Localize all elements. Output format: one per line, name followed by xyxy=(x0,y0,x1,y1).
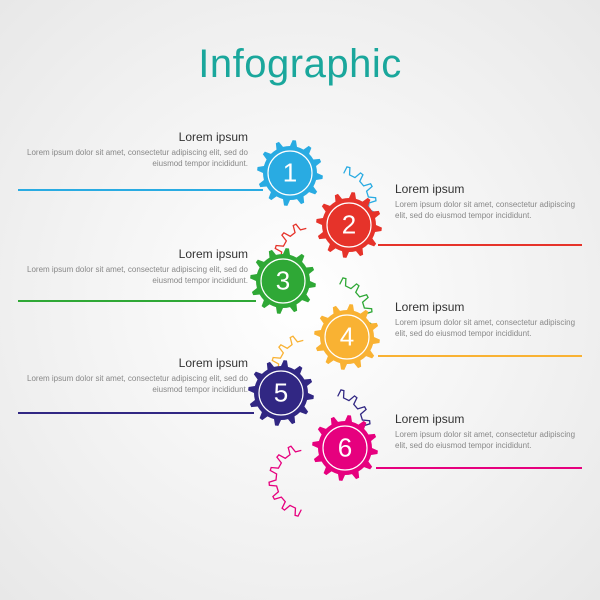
step-4-text: Lorem ipsum Lorem ipsum dolor sit amet, … xyxy=(395,300,580,340)
step-2-heading: Lorem ipsum xyxy=(395,182,580,196)
step-2-underline xyxy=(378,244,582,246)
step-5-heading: Lorem ipsum xyxy=(18,356,248,370)
step-3-gear-icon: 3 xyxy=(248,246,318,316)
step-4-body: Lorem ipsum dolor sit amet, consectetur … xyxy=(395,318,580,340)
step-2-number: 2 xyxy=(342,210,356,241)
step-4-gear-icon: 4 xyxy=(312,302,382,372)
step-3-number: 3 xyxy=(276,266,290,297)
step-2-body: Lorem ipsum dolor sit amet, consectetur … xyxy=(395,200,580,222)
step-4-underline xyxy=(378,355,582,357)
step-6-text: Lorem ipsum Lorem ipsum dolor sit amet, … xyxy=(395,412,580,452)
step-5-text: Lorem ipsum Lorem ipsum dolor sit amet, … xyxy=(18,356,248,396)
step-5-body: Lorem ipsum dolor sit amet, consectetur … xyxy=(18,374,248,396)
step-1-heading: Lorem ipsum xyxy=(18,130,248,144)
step-6-heading: Lorem ipsum xyxy=(395,412,580,426)
step-1-text: Lorem ipsum Lorem ipsum dolor sit amet, … xyxy=(18,130,248,170)
step-4-number: 4 xyxy=(340,322,354,353)
step-5-number: 5 xyxy=(274,378,288,409)
step-6-underline xyxy=(376,467,582,469)
page-title: Infographic xyxy=(198,42,401,87)
step-1-underline xyxy=(18,189,263,191)
step-2-text: Lorem ipsum Lorem ipsum dolor sit amet, … xyxy=(395,182,580,222)
step-3-heading: Lorem ipsum xyxy=(18,247,248,261)
step-6-number: 6 xyxy=(338,433,352,464)
step-5-gear-icon: 5 xyxy=(246,358,316,428)
step-1-number: 1 xyxy=(283,158,297,189)
step-6-gear-icon: 6 xyxy=(310,413,380,483)
step-3-body: Lorem ipsum dolor sit amet, consectetur … xyxy=(18,265,248,287)
step-4-heading: Lorem ipsum xyxy=(395,300,580,314)
step-1-body: Lorem ipsum dolor sit amet, consectetur … xyxy=(18,148,248,170)
step-6-body: Lorem ipsum dolor sit amet, consectetur … xyxy=(395,430,580,452)
step-3-underline xyxy=(18,300,256,302)
step-2-gear-icon: 2 xyxy=(314,190,384,260)
step-5-underline xyxy=(18,412,254,414)
step-3-text: Lorem ipsum Lorem ipsum dolor sit amet, … xyxy=(18,247,248,287)
